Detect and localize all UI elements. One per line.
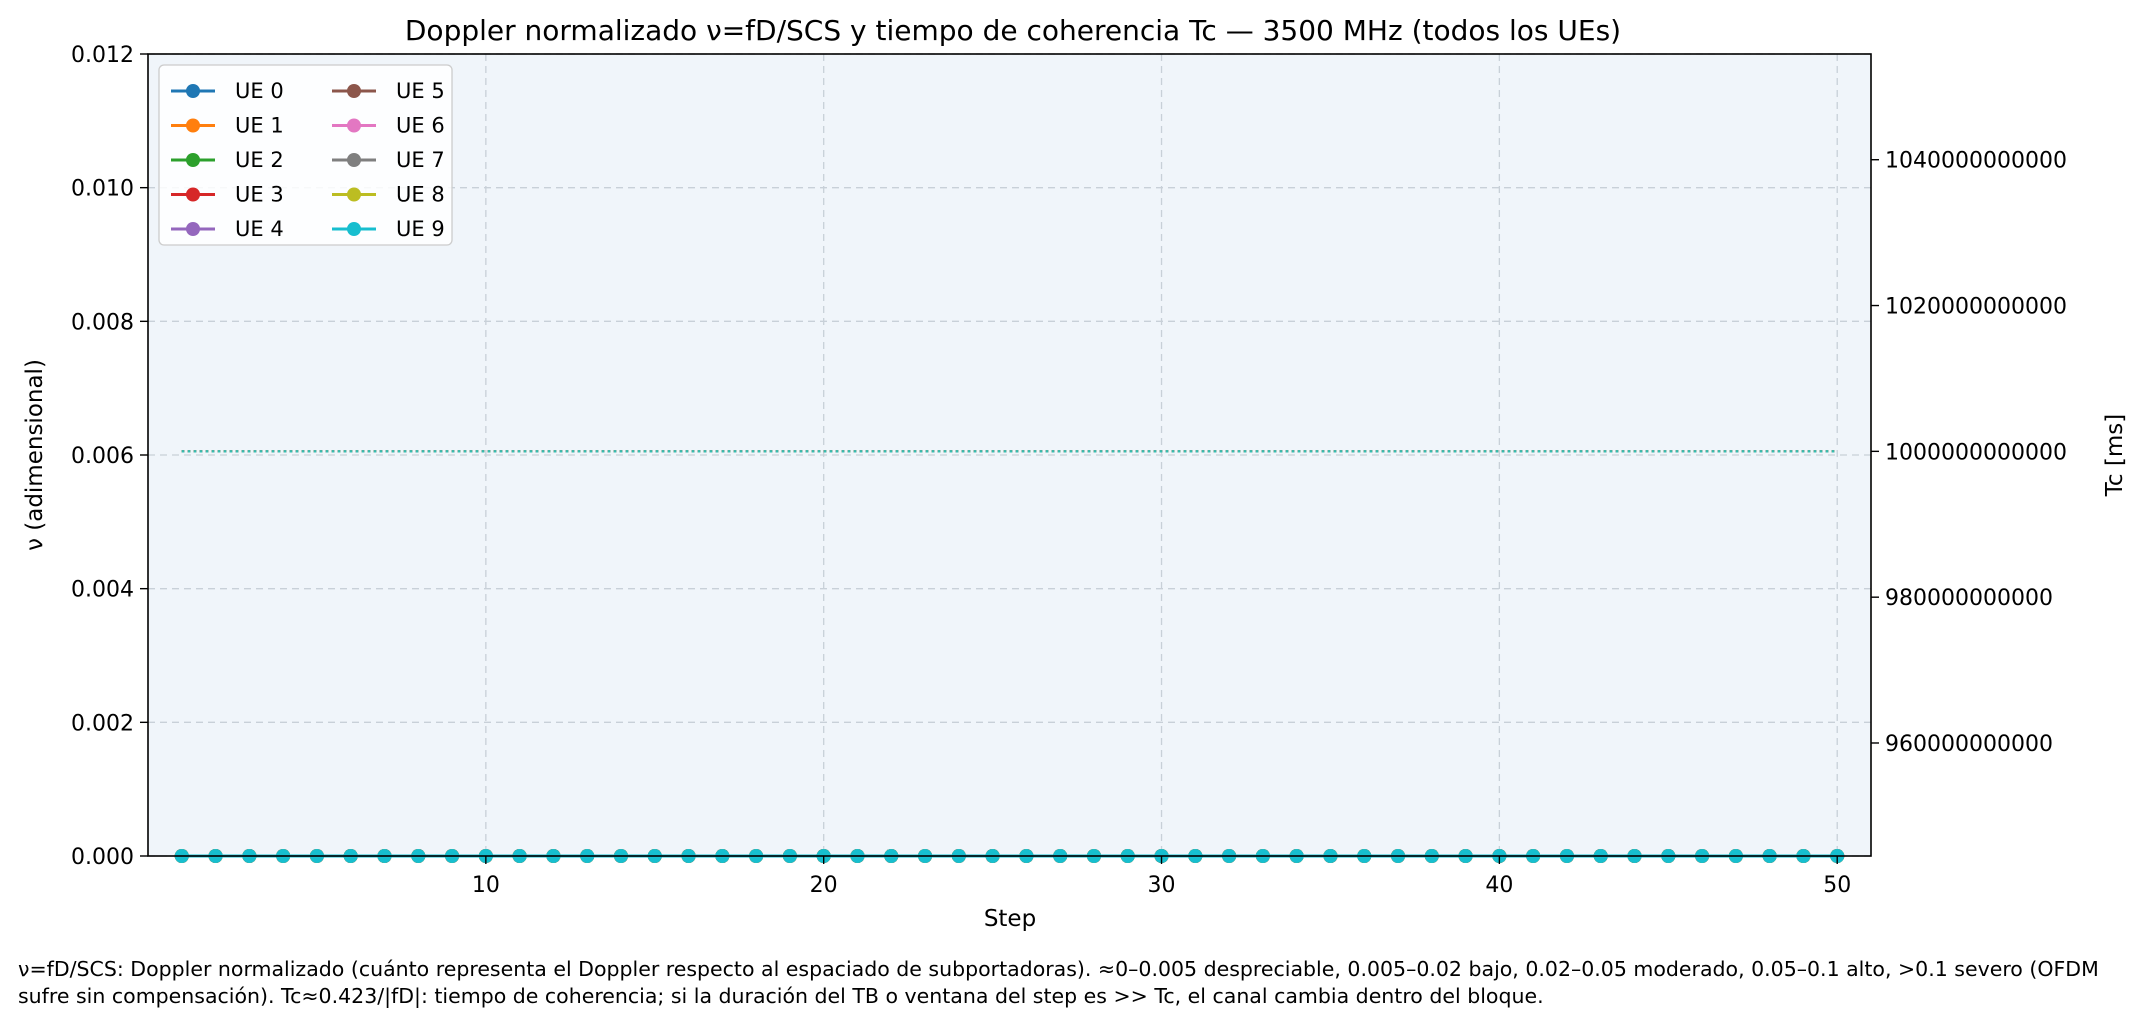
- legend-label: UE 1: [235, 114, 284, 138]
- legend-marker: [186, 84, 200, 98]
- y-tick-label: 0.008: [71, 310, 134, 335]
- y2-tick-label: 1040000000000: [1885, 149, 2067, 174]
- y-tick-label: 0.000: [71, 845, 134, 870]
- legend-label: UE 2: [235, 148, 284, 172]
- chart-title: Doppler normalizado ν=fD/SCS y tiempo de…: [405, 14, 1621, 47]
- legend-label: UE 3: [235, 183, 284, 207]
- grid-lines: [148, 53, 1871, 857]
- legend-marker: [347, 222, 361, 236]
- x-tick-label: 40: [1485, 873, 1513, 898]
- y2-tick-label: 980000000000: [1885, 586, 2053, 611]
- y-tick-label: 0.004: [71, 578, 134, 603]
- legend-label: UE 9: [396, 217, 445, 241]
- legend-marker: [347, 84, 361, 98]
- x-tick-label: 50: [1823, 873, 1851, 898]
- y2-tick-label: 1000000000000: [1885, 440, 2067, 465]
- y-tick-label: 0.010: [71, 177, 134, 202]
- y-tick-label: 0.006: [71, 444, 134, 469]
- legend-label: UE 8: [396, 183, 445, 207]
- y-tick-label: 0.002: [71, 711, 134, 736]
- legend-label: UE 5: [396, 79, 445, 103]
- legend-marker: [347, 153, 361, 167]
- x-tick-label: 20: [810, 873, 838, 898]
- legend-marker: [186, 118, 200, 133]
- chart-caption: ν=fD/SCS: Doppler normalizado (cuánto re…: [18, 957, 2099, 1008]
- y-axis-right-label: Tc [ms]: [2102, 414, 2128, 497]
- x-axis-ticks: 10 20 30 40 50: [472, 856, 1851, 898]
- y-axis-left-label: ν (adimensional): [22, 359, 48, 551]
- legend-label: UE 6: [396, 114, 445, 138]
- legend-marker: [186, 187, 200, 202]
- legend-marker: [186, 222, 200, 236]
- legend-box: [158, 64, 453, 246]
- legend-marker: [347, 118, 361, 133]
- y2-tick-label: 960000000000: [1885, 732, 2053, 757]
- legend-label: UE 7: [396, 148, 445, 172]
- y-axis-right-ticks: 960000000000 980000000000 1000000000000 102…: [1871, 149, 2067, 757]
- legend: UE 0 UE 1 UE 2 UE 3 UE 4 UE 5 UE 6 UE 7 UE 8 UE 9: [158, 64, 453, 246]
- legend-label: UE 0: [235, 79, 284, 103]
- x-axis-label: Step: [984, 906, 1036, 932]
- legend-marker: [186, 153, 200, 167]
- y2-tick-label: 1020000000000: [1885, 295, 2067, 320]
- x-tick-label: 10: [472, 873, 500, 898]
- legend-marker: [347, 187, 361, 202]
- y-tick-label: 0.012: [71, 43, 134, 68]
- x-tick-label: 30: [1148, 873, 1176, 898]
- y-axis-left-ticks: 0.000 0.002 0.004 0.006 0.008 0.010 0.012: [71, 43, 148, 870]
- legend-label: UE 4: [235, 217, 284, 241]
